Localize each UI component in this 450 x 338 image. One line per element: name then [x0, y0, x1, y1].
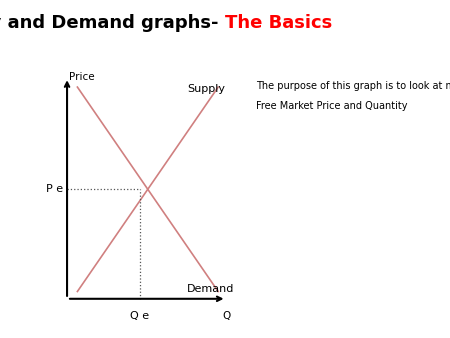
- Text: The Basics: The Basics: [225, 14, 332, 31]
- Text: The purpose of this graph is to look at markets.: The purpose of this graph is to look at …: [256, 81, 450, 91]
- Text: Supply and Demand graphs-: Supply and Demand graphs-: [0, 14, 225, 31]
- Text: Demand: Demand: [187, 284, 234, 294]
- Text: Price: Price: [69, 72, 95, 82]
- Text: P e: P e: [46, 184, 63, 194]
- Text: Free Market Price and Quantity: Free Market Price and Quantity: [256, 101, 408, 112]
- Text: Q e: Q e: [130, 311, 149, 321]
- Text: Supply: Supply: [187, 84, 225, 94]
- Text: Q: Q: [222, 311, 230, 321]
